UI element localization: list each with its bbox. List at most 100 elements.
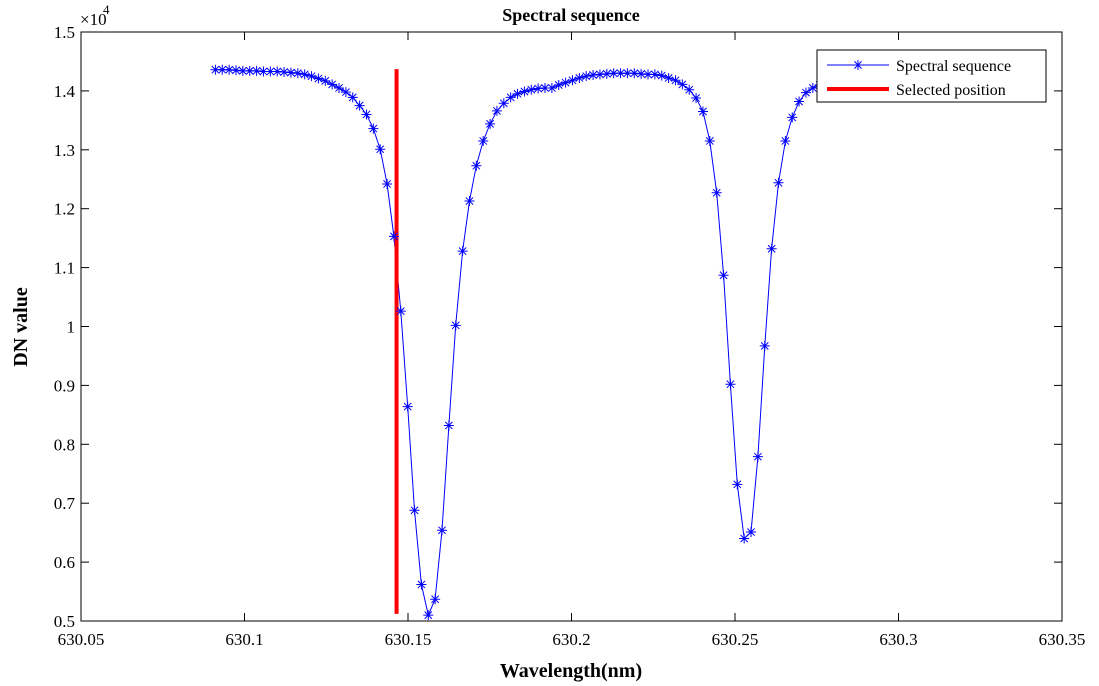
data-point-marker [485, 118, 496, 129]
data-point-marker [498, 98, 509, 109]
legend-label-selected: Selected position [896, 82, 1006, 99]
data-point-marker [430, 594, 441, 605]
data-point-marker [594, 69, 605, 80]
data-point-marker [491, 105, 502, 116]
data-point-marker [327, 79, 338, 90]
data-point-marker [361, 109, 372, 120]
data-point-marker [505, 92, 516, 103]
series-line-spectral [215, 69, 827, 617]
data-point-marker [608, 68, 619, 79]
data-point-marker [272, 66, 283, 77]
legend-asterisk-icon [853, 60, 863, 70]
x-axis-title: Wavelength(nm) [500, 660, 642, 682]
data-point-marker [533, 83, 544, 94]
data-point-marker [224, 64, 235, 75]
data-markers [210, 64, 832, 621]
data-point-marker [622, 68, 633, 79]
data-point-marker [306, 71, 317, 82]
data-point-marker [711, 187, 722, 198]
data-point-marker [601, 68, 612, 79]
x-tick-label: 630.05 [58, 630, 105, 649]
data-point-marker [656, 70, 667, 81]
data-point-marker [800, 87, 811, 98]
legend-marker-spectral [853, 60, 863, 70]
x-tick-label: 630.2 [552, 630, 590, 649]
data-point-marker [773, 177, 784, 188]
data-point-marker [615, 68, 626, 79]
plot-lines [215, 69, 827, 617]
y-exponent-power: 4 [103, 2, 110, 17]
y-tick-label: 1.2 [54, 200, 75, 219]
axis-ticks: 630.05 630.1 630.15 630.2 630.25 630.3 630.35 0… [54, 23, 1086, 649]
y-tick-label: 1.5 [54, 23, 75, 42]
y-tick-label: 0.5 [54, 612, 75, 631]
data-point-marker [732, 479, 743, 490]
data-point-marker [704, 135, 715, 146]
legend-label-spectral: Spectral sequence [896, 58, 1011, 75]
data-point-marker [258, 66, 269, 77]
data-point-marker [574, 72, 585, 83]
data-point-marker [395, 306, 406, 317]
data-point-marker [354, 100, 365, 111]
data-point-marker [540, 82, 551, 93]
data-point-marker [752, 451, 763, 462]
data-point-marker [718, 270, 729, 281]
data-point-marker [478, 135, 489, 146]
data-point-marker [382, 178, 393, 189]
data-point-marker [512, 88, 523, 99]
x-tick-label: 630.25 [712, 630, 759, 649]
data-point-marker [409, 505, 420, 516]
data-point-marker [292, 68, 303, 79]
x-tick-label: 630.35 [1039, 630, 1086, 649]
data-point-marker [416, 579, 427, 590]
data-point-marker [340, 87, 351, 98]
data-point-marker [402, 401, 413, 412]
data-point-marker [739, 533, 750, 544]
x-tick-label: 630.1 [225, 630, 263, 649]
data-point-marker [244, 65, 255, 76]
plot-area-frame [80, 31, 1063, 622]
x-tick-label: 630.15 [385, 630, 432, 649]
data-point-marker [636, 68, 647, 79]
data-point-marker [670, 75, 681, 86]
data-point-marker [299, 69, 310, 80]
y-tick-label: 1 [67, 318, 76, 337]
data-point-marker [320, 75, 331, 86]
data-point-marker [629, 68, 640, 79]
data-point-marker [471, 160, 482, 171]
data-point-marker [684, 84, 695, 95]
data-point-marker [560, 77, 571, 88]
data-point-marker [285, 67, 296, 78]
y-tick-label: 1.3 [54, 141, 75, 160]
data-point-marker [581, 71, 592, 82]
x-tick-label: 630.3 [879, 630, 917, 649]
y-tick-label: 0.9 [54, 376, 75, 395]
data-point-marker [251, 65, 262, 76]
y-tick-label: 1.4 [54, 82, 76, 101]
data-point-marker [807, 82, 818, 93]
y-tick-label: 0.8 [54, 435, 75, 454]
data-point-marker [787, 112, 798, 123]
y-tick-label: 0.6 [54, 553, 75, 572]
data-point-marker [457, 246, 468, 257]
data-point-marker [546, 82, 557, 93]
y-exponent-base: ×10 [80, 10, 107, 29]
data-point-marker [553, 80, 564, 91]
data-point-marker [677, 79, 688, 90]
data-point-marker [347, 92, 358, 103]
chart-title: Spectral sequence [502, 5, 639, 25]
y-tick-label: 1.1 [54, 259, 75, 278]
data-point-marker [437, 525, 448, 536]
data-point-marker [759, 340, 770, 351]
data-point-marker [450, 320, 461, 331]
data-point-marker [697, 106, 708, 117]
data-point-marker [237, 65, 248, 76]
data-point-marker [279, 67, 290, 78]
data-point-marker [567, 75, 578, 86]
data-point-marker [725, 379, 736, 390]
data-point-marker [519, 86, 530, 97]
data-point-marker [230, 65, 241, 76]
data-point-marker [691, 92, 702, 103]
legend-box [816, 49, 1047, 103]
